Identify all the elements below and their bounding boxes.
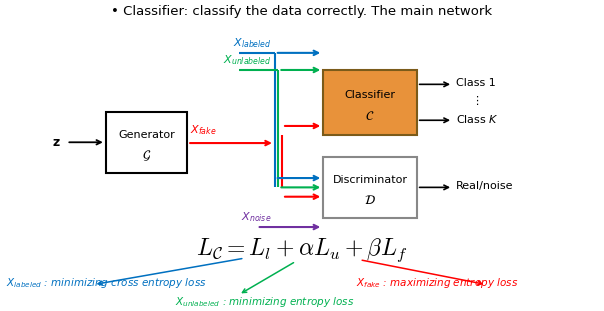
Text: $L_{\mathcal{C}} = L_l + \alpha L_u + \beta L_f$: $L_{\mathcal{C}} = L_l + \alpha L_u + \b… [196,237,408,264]
Text: Class $K$: Class $K$ [456,113,499,125]
Text: $X_{unlabeled}$ : minimizing entropy loss: $X_{unlabeled}$ : minimizing entropy los… [175,295,355,309]
Text: $X_{fake}$: $X_{fake}$ [190,124,217,137]
Text: $\mathcal{G}$: $\mathcal{G}$ [142,148,151,163]
Text: Classifier: Classifier [344,90,396,100]
Text: $X_{labeled}$ : minimizing cross entropy loss: $X_{labeled}$ : minimizing cross entropy… [6,276,207,290]
Text: Discriminator: Discriminator [332,175,408,185]
FancyBboxPatch shape [323,70,417,135]
FancyBboxPatch shape [106,112,187,173]
Text: $X_{labeled}$: $X_{labeled}$ [233,36,272,50]
Text: Class 1: Class 1 [456,78,496,88]
Text: $\mathcal{D}$: $\mathcal{D}$ [364,194,376,207]
Text: $\mathcal{C}$: $\mathcal{C}$ [365,110,374,123]
Text: $X_{unlabeled}$: $X_{unlabeled}$ [223,53,272,67]
FancyBboxPatch shape [323,157,417,218]
Text: • Classifier: classify the data correctly. The main network: • Classifier: classify the data correctl… [111,5,493,18]
Text: Real/noise: Real/noise [456,181,513,191]
Text: $\mathbf{z}$: $\mathbf{z}$ [52,136,60,149]
Text: $X_{noise}$: $X_{noise}$ [242,210,272,224]
Text: Generator: Generator [118,130,175,140]
Text: $X_{fake}$ : maximizing entropy loss: $X_{fake}$ : maximizing entropy loss [356,276,519,290]
Text: ⋮: ⋮ [471,96,482,106]
